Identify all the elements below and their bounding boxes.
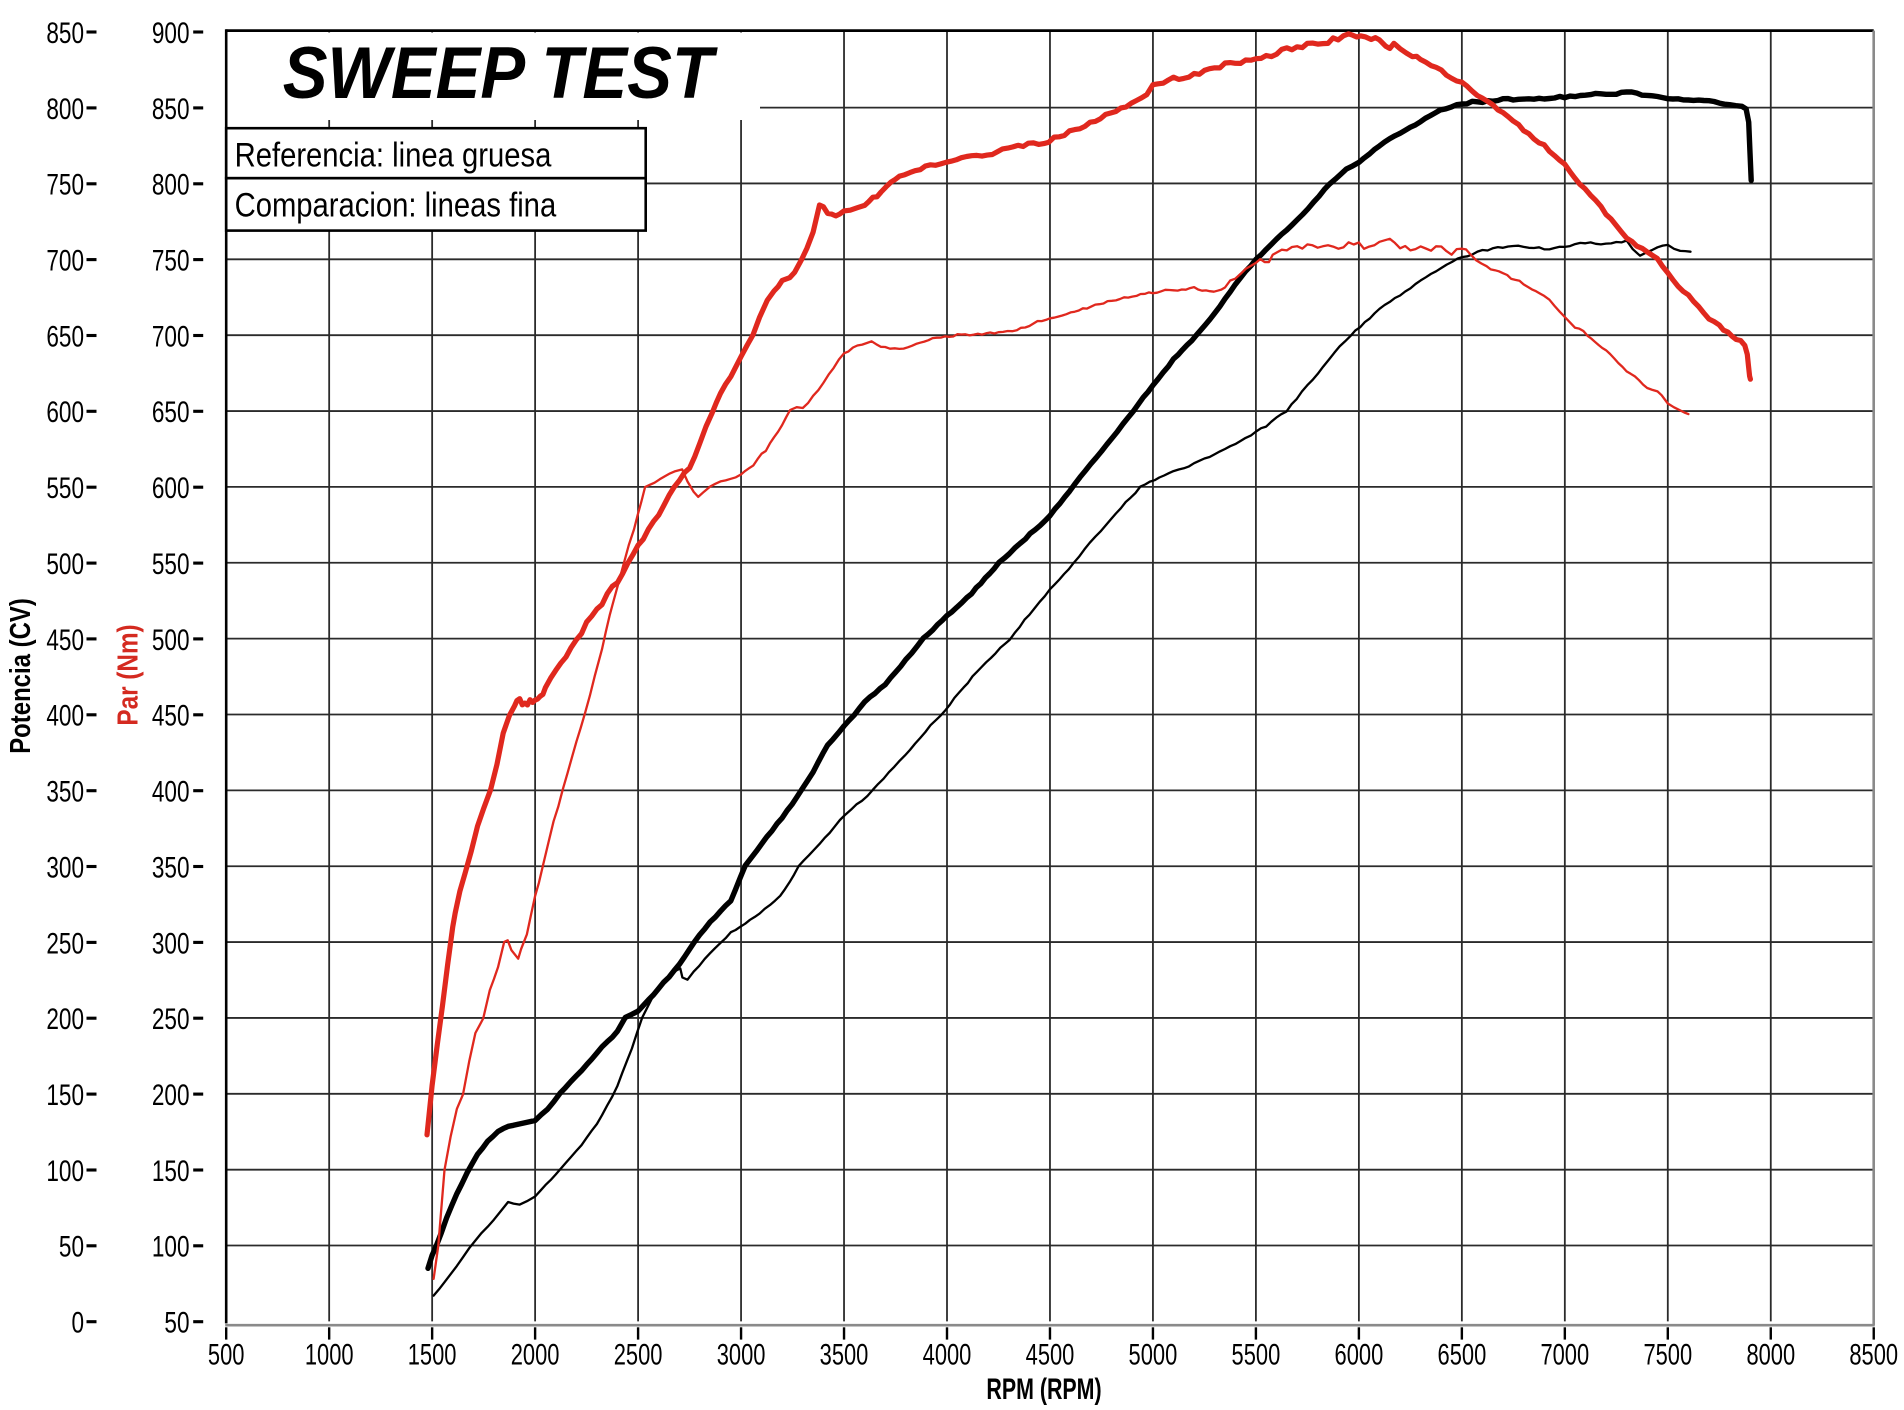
svg-text:400: 400 bbox=[152, 775, 190, 809]
svg-text:100: 100 bbox=[152, 1230, 190, 1264]
svg-text:3000: 3000 bbox=[717, 1337, 766, 1371]
svg-text:850: 850 bbox=[152, 92, 190, 126]
svg-text:200: 200 bbox=[152, 1078, 190, 1112]
svg-text:500: 500 bbox=[152, 623, 190, 657]
svg-text:250: 250 bbox=[152, 1002, 190, 1036]
svg-text:SWEEP TEST: SWEEP TEST bbox=[283, 33, 718, 114]
svg-text:7000: 7000 bbox=[1540, 1337, 1589, 1371]
svg-text:5000: 5000 bbox=[1129, 1337, 1178, 1371]
svg-text:Par (Nm): Par (Nm) bbox=[111, 624, 144, 725]
svg-text:2500: 2500 bbox=[614, 1337, 663, 1371]
svg-text:1000: 1000 bbox=[305, 1337, 354, 1371]
svg-text:4500: 4500 bbox=[1026, 1337, 1075, 1371]
svg-text:5500: 5500 bbox=[1232, 1337, 1281, 1371]
svg-text:50: 50 bbox=[164, 1306, 189, 1340]
svg-text:1500: 1500 bbox=[408, 1337, 457, 1371]
svg-text:700: 700 bbox=[152, 320, 190, 354]
svg-text:750: 750 bbox=[46, 168, 84, 202]
svg-text:Comparacion: lineas fina: Comparacion: lineas fina bbox=[235, 185, 557, 224]
svg-text:150: 150 bbox=[152, 1154, 190, 1188]
svg-text:350: 350 bbox=[46, 775, 84, 809]
svg-text:Potencia (CV): Potencia (CV) bbox=[4, 598, 37, 754]
svg-text:0: 0 bbox=[71, 1306, 84, 1340]
svg-text:500: 500 bbox=[46, 547, 84, 581]
svg-text:700: 700 bbox=[46, 244, 84, 278]
svg-text:600: 600 bbox=[46, 395, 84, 429]
svg-text:350: 350 bbox=[152, 851, 190, 885]
svg-text:2000: 2000 bbox=[511, 1337, 560, 1371]
svg-text:650: 650 bbox=[46, 320, 84, 354]
svg-text:650: 650 bbox=[152, 395, 190, 429]
svg-text:850: 850 bbox=[46, 16, 84, 50]
svg-text:600: 600 bbox=[152, 471, 190, 505]
svg-text:7500: 7500 bbox=[1643, 1337, 1692, 1371]
svg-text:300: 300 bbox=[46, 851, 84, 885]
svg-text:50: 50 bbox=[59, 1230, 84, 1264]
svg-text:450: 450 bbox=[152, 699, 190, 733]
svg-text:4000: 4000 bbox=[923, 1337, 972, 1371]
svg-text:150: 150 bbox=[46, 1078, 84, 1112]
svg-text:400: 400 bbox=[46, 699, 84, 733]
svg-text:750: 750 bbox=[152, 244, 190, 278]
svg-text:6000: 6000 bbox=[1335, 1337, 1384, 1371]
svg-text:Referencia: linea gruesa: Referencia: linea gruesa bbox=[235, 135, 552, 174]
svg-text:450: 450 bbox=[46, 623, 84, 657]
svg-text:900: 900 bbox=[152, 16, 190, 50]
svg-text:300: 300 bbox=[152, 926, 190, 960]
svg-text:500: 500 bbox=[208, 1337, 245, 1371]
svg-text:800: 800 bbox=[46, 92, 84, 126]
svg-text:550: 550 bbox=[46, 471, 84, 505]
svg-text:250: 250 bbox=[46, 926, 84, 960]
svg-text:550: 550 bbox=[152, 547, 190, 581]
svg-text:6500: 6500 bbox=[1438, 1337, 1487, 1371]
svg-text:100: 100 bbox=[46, 1154, 84, 1188]
svg-text:8500: 8500 bbox=[1849, 1337, 1898, 1371]
svg-text:800: 800 bbox=[152, 168, 190, 202]
svg-text:8000: 8000 bbox=[1746, 1337, 1795, 1371]
svg-text:3500: 3500 bbox=[820, 1337, 869, 1371]
svg-text:200: 200 bbox=[46, 1002, 84, 1036]
svg-text:RPM (RPM): RPM (RPM) bbox=[986, 1371, 1101, 1406]
